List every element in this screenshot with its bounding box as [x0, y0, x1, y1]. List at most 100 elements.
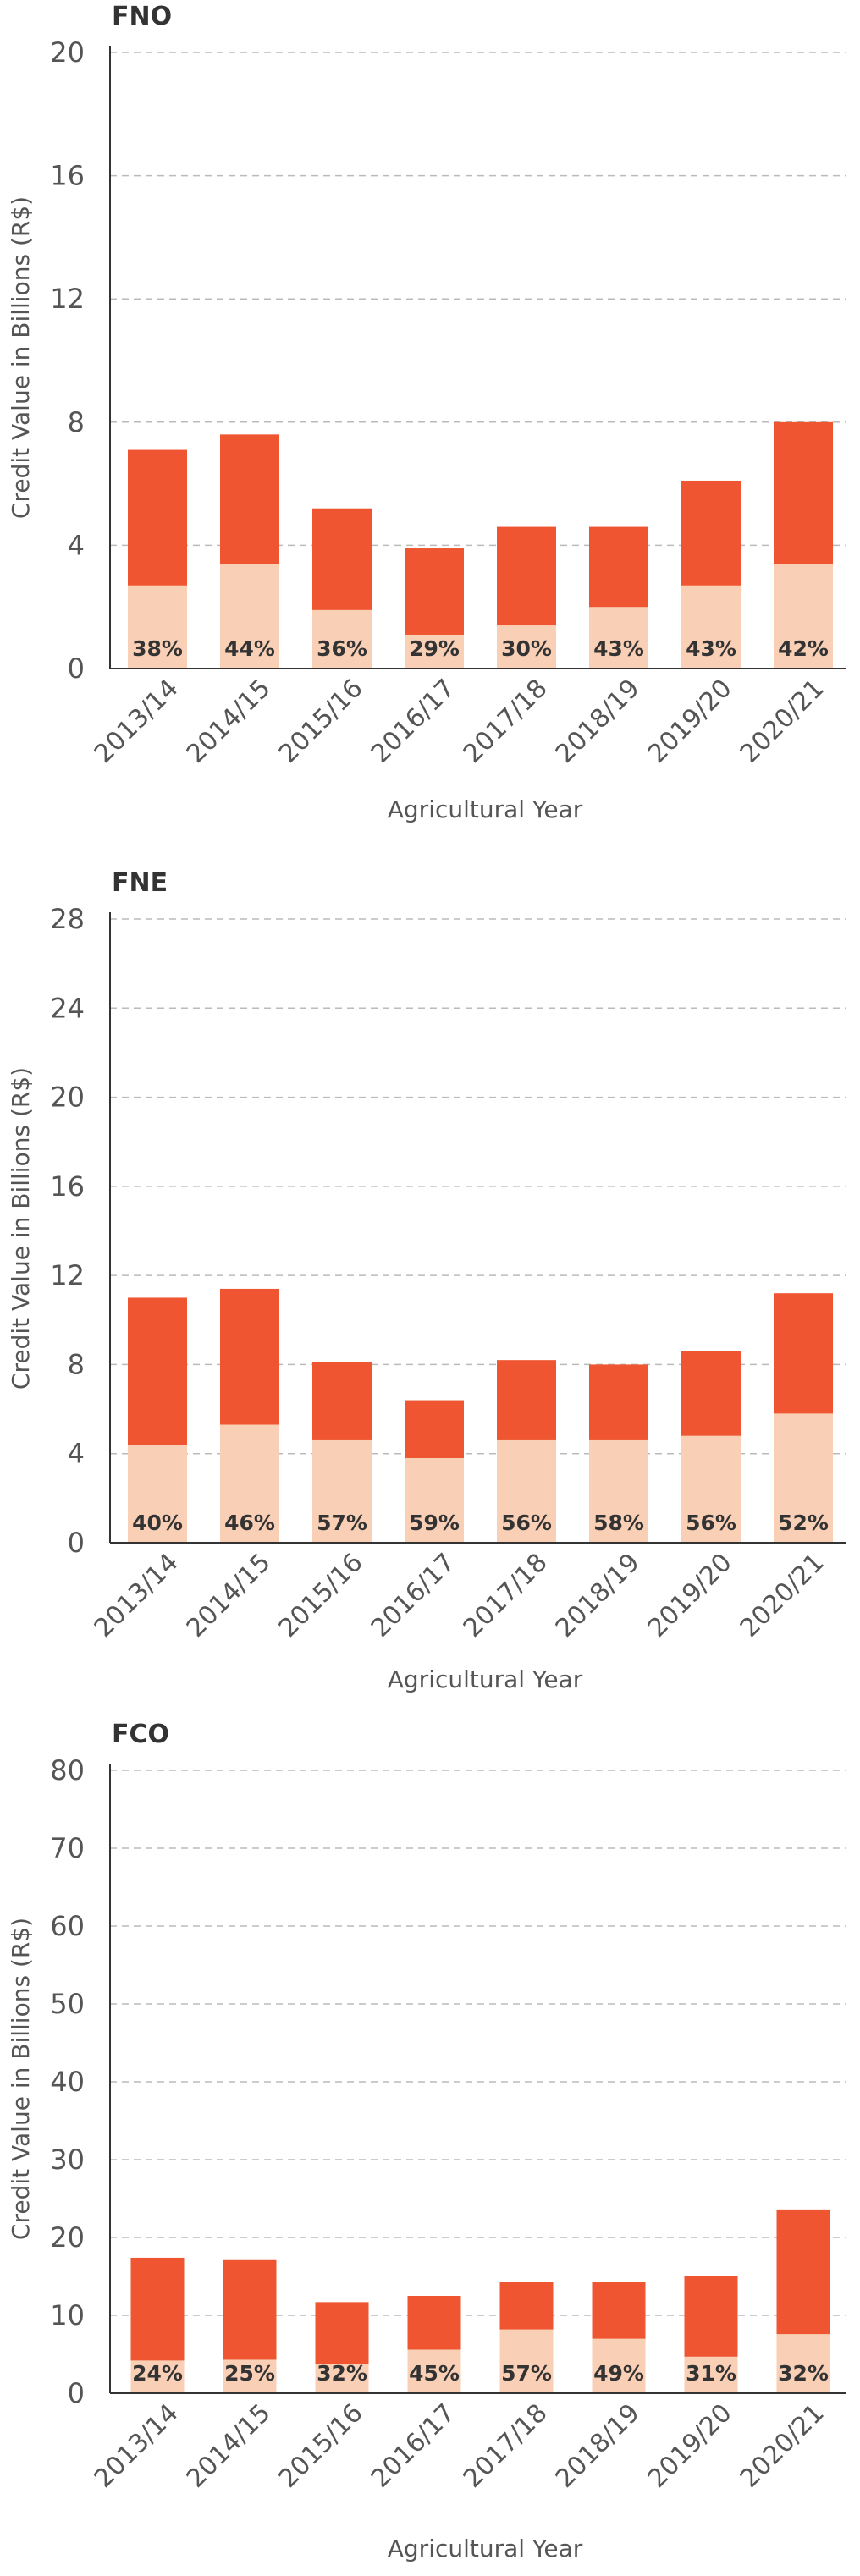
bar-share	[220, 564, 279, 669]
percent-label: 46%	[224, 1511, 275, 1535]
percent-label: 38%	[132, 636, 183, 661]
bar-share	[223, 2359, 277, 2393]
percent-label: 42%	[778, 636, 829, 661]
percent-label: 36%	[317, 636, 367, 661]
bar-share	[589, 1439, 648, 1543]
bar-share	[497, 625, 556, 669]
x-tick-label: 2016/17	[366, 2398, 461, 2494]
y-tick-label: 12	[50, 1259, 85, 1291]
chart-title: FCO	[112, 1720, 170, 1749]
percent-label: 43%	[686, 636, 736, 661]
percent-label: 29%	[409, 636, 460, 661]
y-tick-label: 0	[68, 2377, 85, 2409]
y-tick-label: 0	[68, 1527, 85, 1559]
x-tick-label: 2019/20	[642, 1548, 738, 1643]
x-tick-label: 2014/15	[181, 2398, 277, 2494]
y-tick-label: 28	[50, 903, 85, 935]
x-tick-label: 2015/16	[273, 674, 369, 769]
x-tick-label: 2013/14	[89, 2398, 185, 2494]
x-tick-label: 2014/15	[181, 674, 277, 769]
y-tick-label: 16	[50, 1170, 85, 1203]
bar-share	[128, 1445, 187, 1543]
percent-label: 25%	[224, 2361, 275, 2386]
x-tick-label: 2018/19	[550, 674, 646, 769]
bar-share	[407, 2349, 461, 2393]
x-tick-label: 2017/18	[458, 1548, 554, 1643]
bar-share	[774, 564, 833, 669]
percent-label: 49%	[593, 2361, 644, 2386]
percent-label: 40%	[132, 1511, 183, 1535]
bar-share	[405, 1457, 464, 1543]
percent-label: 52%	[778, 1511, 829, 1535]
x-tick-label: 2020/21	[735, 674, 830, 769]
percent-label: 45%	[409, 2361, 460, 2386]
x-tick-label: 2018/19	[550, 1548, 646, 1643]
x-tick-label: 2019/20	[642, 2398, 738, 2494]
bar-share	[499, 2329, 554, 2393]
bar-share	[128, 585, 187, 669]
x-tick-label: 2013/14	[89, 674, 185, 769]
bar-share	[592, 2338, 646, 2393]
x-tick-label: 2020/21	[735, 1548, 830, 1643]
y-tick-label: 20	[50, 2221, 85, 2254]
y-tick-label: 80	[50, 1754, 85, 1786]
chart-panel-fno: FNO 0 4 8 12 16 20 38% 2013/14 44% 2014/15 36% 2015/…	[0, 0, 860, 846]
percent-label: 57%	[317, 1511, 367, 1535]
y-tick-label: 60	[50, 1910, 85, 1942]
x-tick-label: 2014/15	[181, 1548, 277, 1643]
y-tick-label: 4	[68, 1438, 85, 1470]
chart-panel-fco: FCO 0 10 20 30 40 50 60 70 80 24% 2013/14 25% 2014/15…	[0, 1720, 860, 2576]
y-tick-label: 20	[50, 36, 85, 69]
y-tick-label: 4	[68, 529, 85, 561]
x-tick-label: 2016/17	[366, 1548, 461, 1643]
y-tick-label: 16	[50, 160, 85, 192]
y-tick-label: 30	[50, 2144, 85, 2176]
y-axis-label: Credit Value in Billions (R$)	[7, 195, 36, 520]
bar-share	[220, 1424, 279, 1543]
percent-label: 56%	[501, 1511, 552, 1535]
percent-label: 30%	[501, 636, 552, 661]
y-tick-label: 10	[50, 2299, 85, 2331]
x-axis-label: Agricultural Year	[387, 1665, 583, 1693]
x-axis-label: Agricultural Year	[387, 795, 583, 823]
bar-share	[684, 2356, 738, 2393]
chart-svg: 0 10 20 30 40 50 60 70 80 24% 2013/14 25% 2014/15 32%…	[50, 1754, 846, 2494]
x-axis-label: Agricultural Year	[387, 2535, 583, 2562]
x-tick-label: 2016/17	[366, 674, 461, 769]
x-tick-label: 2020/21	[735, 2398, 830, 2494]
bar-share	[405, 634, 464, 669]
x-tick-label: 2015/16	[273, 2398, 369, 2494]
y-tick-label: 70	[50, 1832, 85, 1864]
chart-title: FNE	[112, 868, 168, 898]
percent-label: 57%	[501, 2361, 552, 2386]
y-tick-label: 8	[68, 1348, 85, 1380]
y-tick-label: 50	[50, 1988, 85, 2020]
chart-svg: 0 4 8 12 16 20 24 28 40% 2013/14 46% 2014/15 57% 2015…	[50, 903, 846, 1643]
percent-label: 58%	[593, 1511, 644, 1535]
percent-label: 31%	[686, 2361, 736, 2386]
bar-share	[681, 1435, 741, 1543]
percent-label: 59%	[409, 1511, 460, 1535]
y-axis-label: Credit Value in Billions (R$)	[7, 1917, 36, 2241]
x-tick-label: 2013/14	[89, 1548, 185, 1643]
x-tick-label: 2015/16	[273, 1548, 369, 1643]
percent-label: 24%	[132, 2361, 183, 2386]
percent-label: 32%	[778, 2361, 829, 2386]
y-tick-label: 8	[68, 406, 85, 438]
y-tick-label: 0	[68, 652, 85, 685]
y-tick-label: 20	[50, 1082, 85, 1114]
percent-label: 44%	[224, 636, 275, 661]
y-tick-label: 12	[50, 283, 85, 315]
percent-label: 43%	[593, 636, 644, 661]
bar-share	[315, 2364, 369, 2393]
bar-share	[681, 585, 741, 669]
bar-share	[776, 2334, 830, 2393]
bar-share	[589, 607, 648, 669]
x-tick-label: 2019/20	[642, 674, 738, 769]
bar-share	[130, 2360, 185, 2393]
chart-svg: 04812162038%2013/1444%2014/1536%2015/162…	[50, 36, 846, 769]
y-tick-label: 24	[50, 992, 85, 1024]
percent-label: 56%	[686, 1511, 736, 1535]
x-tick-label: 2018/19	[550, 2398, 646, 2494]
bar-share	[497, 1439, 556, 1543]
